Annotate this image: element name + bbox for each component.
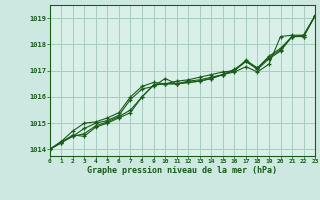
X-axis label: Graphe pression niveau de la mer (hPa): Graphe pression niveau de la mer (hPa)	[87, 166, 277, 175]
